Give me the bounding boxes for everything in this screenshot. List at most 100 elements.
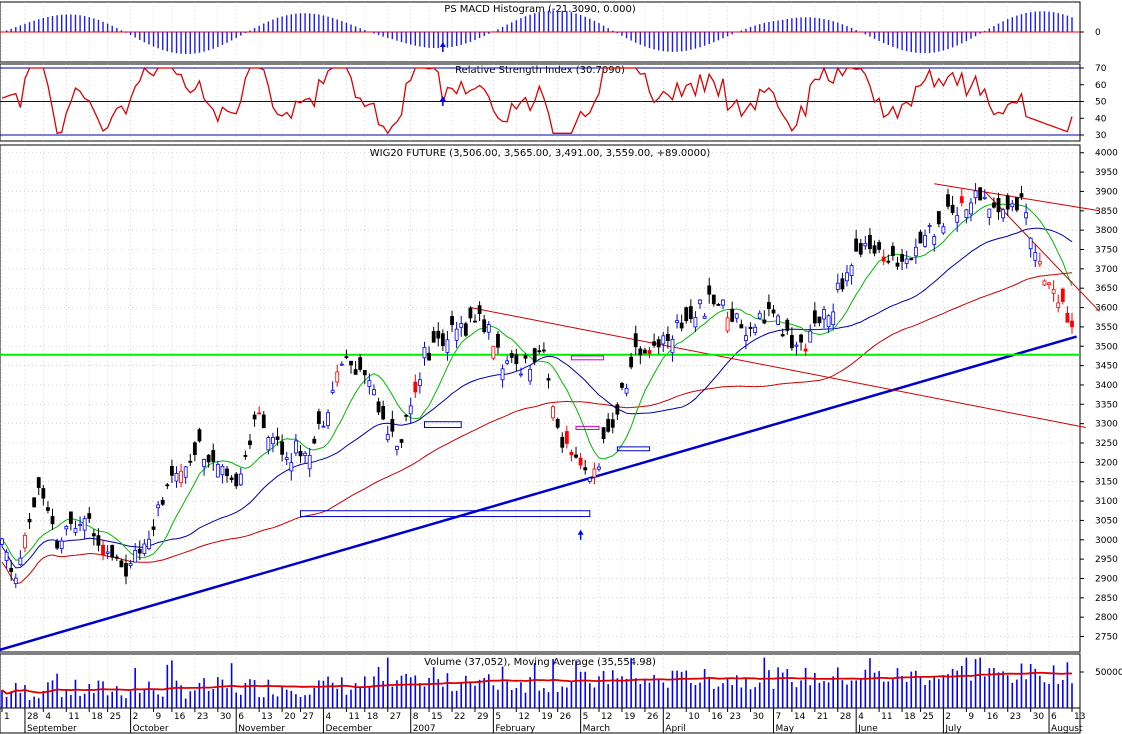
candle-body xyxy=(936,211,941,225)
candle-body xyxy=(463,323,468,336)
x-tick-label: 15 xyxy=(431,712,442,722)
x-tick-label: 22 xyxy=(454,712,465,722)
candle-body xyxy=(698,299,702,305)
price-y-label: 3350 xyxy=(1095,400,1118,410)
candle-body xyxy=(316,411,321,424)
candle-body xyxy=(252,414,257,420)
candle-body xyxy=(211,450,216,462)
candle-body xyxy=(789,335,794,349)
x-tick-label: 5 xyxy=(583,712,589,722)
x-tick-label: 11 xyxy=(881,712,892,722)
x-tick-label: 30 xyxy=(753,712,765,722)
price-y-label: 2800 xyxy=(1095,613,1118,623)
x-tick-label: 16 xyxy=(987,712,999,722)
candle-body xyxy=(913,246,918,257)
price-y-label: 3250 xyxy=(1095,439,1118,449)
price-y-label: 3950 xyxy=(1095,168,1118,178)
candle-body xyxy=(785,319,790,331)
price-y-label: 3200 xyxy=(1095,458,1118,468)
candle-body xyxy=(289,462,294,472)
candle-body xyxy=(427,352,431,361)
candle-body xyxy=(238,473,243,486)
price-y-label: 3500 xyxy=(1095,342,1118,352)
candle-body xyxy=(822,309,826,320)
candle-body xyxy=(767,302,771,309)
candle-body xyxy=(744,335,748,341)
price-y-label: 2750 xyxy=(1095,633,1118,643)
gap-box-magenta xyxy=(575,425,600,430)
candle-body xyxy=(923,235,927,247)
candle-body xyxy=(445,339,450,353)
candle-body xyxy=(496,333,500,348)
candle-body xyxy=(730,308,735,322)
x-tick-label: 23 xyxy=(197,712,208,722)
candle-body xyxy=(46,507,50,511)
candle-body xyxy=(835,282,840,290)
candle-body xyxy=(601,427,606,440)
candle-body xyxy=(128,562,133,566)
candle-body xyxy=(105,551,110,554)
x-tick-label: 25 xyxy=(922,712,933,722)
gap-box-magenta xyxy=(570,355,605,361)
candle-body xyxy=(643,349,647,354)
candle-body xyxy=(624,388,629,394)
candle-body xyxy=(248,440,252,446)
candle-body xyxy=(996,197,1001,213)
candle-body xyxy=(918,231,923,244)
candle-body xyxy=(477,305,482,314)
candle-body xyxy=(872,245,877,254)
candle-body xyxy=(27,518,32,523)
month-label: December xyxy=(325,724,372,734)
candle-body xyxy=(82,518,87,531)
candle-body xyxy=(156,504,161,509)
x-tick-label: 2 xyxy=(133,712,139,722)
candle-body xyxy=(528,368,533,382)
candle-body xyxy=(408,405,413,415)
candle-body xyxy=(68,511,73,524)
candle-body xyxy=(417,379,422,387)
price-y-label: 2950 xyxy=(1095,555,1118,565)
candle-body xyxy=(32,497,37,508)
candle-body xyxy=(385,434,390,441)
x-tick-label: 18 xyxy=(367,712,379,722)
candle-body xyxy=(955,215,960,223)
candle-body xyxy=(987,208,992,218)
price-y-label: 3600 xyxy=(1095,304,1118,314)
candle-body xyxy=(23,534,27,549)
candle-body xyxy=(362,370,367,376)
candle-body xyxy=(344,356,349,359)
x-tick-label: 26 xyxy=(647,712,659,722)
candle-body xyxy=(519,373,523,376)
candle-body xyxy=(555,418,560,428)
candle-body xyxy=(845,272,849,282)
panel-frame-rsi xyxy=(0,63,1081,142)
month-label: September xyxy=(27,724,77,734)
candle-body xyxy=(220,465,225,476)
candle-body xyxy=(234,473,239,487)
candle-body xyxy=(886,260,891,263)
volume-y-label: 50000 xyxy=(1095,668,1122,678)
x-tick-label: 2 xyxy=(665,712,671,722)
candle-body xyxy=(202,459,206,467)
candle-body xyxy=(142,543,147,554)
candle-body xyxy=(119,560,124,568)
x-tick-label: 27 xyxy=(302,712,313,722)
candle-body xyxy=(541,349,546,352)
candle-body xyxy=(404,414,409,417)
x-tick-label: 4 xyxy=(325,712,331,722)
x-tick-label: 23 xyxy=(730,712,741,722)
candle-body xyxy=(73,528,78,533)
x-tick-label: 20 xyxy=(284,712,296,722)
candle-body xyxy=(225,468,229,476)
candle-body xyxy=(266,437,271,451)
candle-body xyxy=(275,436,280,440)
candle-body xyxy=(271,437,275,445)
candle-body xyxy=(551,406,555,419)
candle-body xyxy=(647,350,652,354)
candle-body xyxy=(257,412,262,415)
candle-body xyxy=(946,194,950,207)
candle-body xyxy=(284,457,289,460)
downtrend-channel-line xyxy=(470,307,1086,429)
candle-body xyxy=(877,242,882,250)
price-y-label: 3550 xyxy=(1095,323,1118,333)
